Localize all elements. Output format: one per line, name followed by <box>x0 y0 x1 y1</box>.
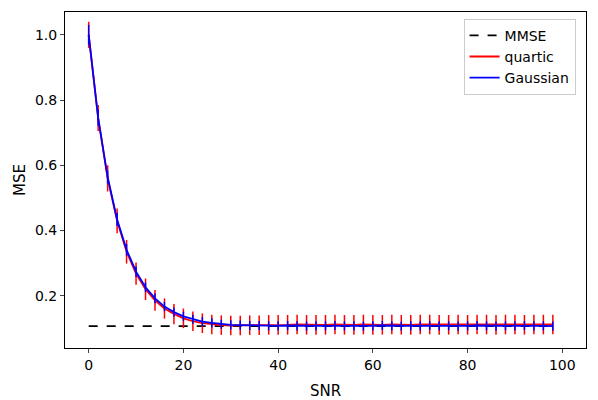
svg-text:MMSE: MMSE <box>505 28 547 44</box>
svg-text:0.4: 0.4 <box>35 222 57 238</box>
svg-text:Gaussian: Gaussian <box>505 70 569 86</box>
svg-text:20: 20 <box>174 357 192 373</box>
svg-text:quartic: quartic <box>505 49 554 65</box>
svg-text:100: 100 <box>549 357 576 373</box>
svg-text:0: 0 <box>84 357 93 373</box>
svg-text:60: 60 <box>364 357 382 373</box>
svg-text:SNR: SNR <box>310 382 341 400</box>
svg-text:0.2: 0.2 <box>35 288 57 304</box>
svg-text:80: 80 <box>459 357 477 373</box>
svg-text:MSE: MSE <box>11 164 29 196</box>
svg-text:0.6: 0.6 <box>35 157 57 173</box>
svg-text:1.0: 1.0 <box>35 27 57 43</box>
svg-text:0.8: 0.8 <box>35 92 57 108</box>
svg-text:40: 40 <box>269 357 287 373</box>
